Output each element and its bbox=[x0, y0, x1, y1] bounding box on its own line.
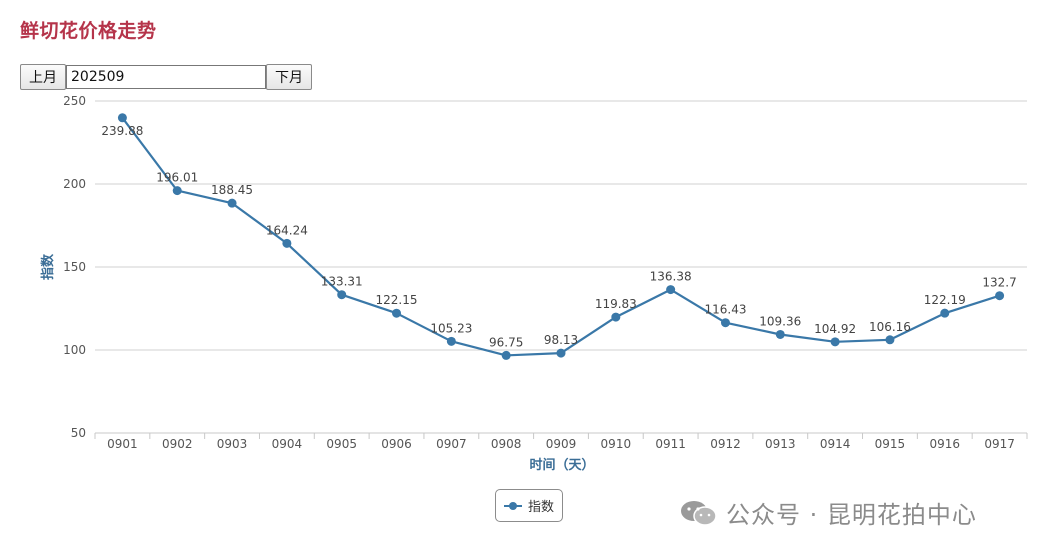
data-label: 109.36 bbox=[759, 314, 801, 328]
data-label: 122.19 bbox=[924, 293, 966, 307]
data-point bbox=[720, 318, 730, 328]
data-point bbox=[392, 308, 402, 318]
x-tick-label: 0913 bbox=[765, 437, 796, 451]
data-point bbox=[830, 337, 840, 347]
data-label: 136.38 bbox=[650, 270, 692, 284]
data-label: 105.23 bbox=[430, 321, 472, 335]
data-point bbox=[940, 308, 950, 318]
legend-series-label: 指数 bbox=[527, 500, 554, 515]
data-label: 132.7 bbox=[982, 276, 1016, 290]
data-label: 98.13 bbox=[544, 333, 578, 347]
watermark-text: 公众号 · 昆明花拍中心 bbox=[726, 501, 977, 529]
data-point bbox=[775, 329, 785, 339]
data-label: 164.24 bbox=[266, 223, 308, 237]
data-label: 188.45 bbox=[211, 183, 253, 197]
data-label: 104.92 bbox=[814, 322, 856, 336]
x-tick-label: 0914 bbox=[820, 437, 851, 451]
legend-series-marker bbox=[503, 501, 522, 511]
data-point bbox=[611, 312, 621, 322]
x-tick-label: 0909 bbox=[546, 437, 577, 451]
y-tick-label: 100 bbox=[63, 343, 86, 357]
data-label: 96.75 bbox=[489, 335, 523, 349]
watermark: 公众号 · 昆明花拍中心 bbox=[680, 495, 977, 530]
data-point bbox=[885, 335, 895, 345]
x-axis-title: 时间（天） bbox=[529, 457, 594, 473]
data-point bbox=[666, 285, 676, 295]
x-tick-label: 0904 bbox=[272, 437, 303, 451]
data-point bbox=[172, 186, 182, 196]
data-label: 133.31 bbox=[321, 275, 363, 289]
x-tick-label: 0908 bbox=[491, 437, 522, 451]
data-point bbox=[556, 348, 566, 358]
next-month-button[interactable]: 下月 bbox=[266, 64, 312, 90]
x-tick-label: 0903 bbox=[217, 437, 248, 451]
data-label: 196.01 bbox=[156, 171, 198, 185]
x-tick-label: 0907 bbox=[436, 437, 467, 451]
x-tick-label: 0906 bbox=[381, 437, 412, 451]
x-tick-label: 0917 bbox=[984, 437, 1015, 451]
y-tick-label: 50 bbox=[71, 426, 86, 440]
page-title: 鲜切花价格走势 bbox=[20, 20, 157, 42]
data-point bbox=[282, 238, 292, 248]
y-tick-label: 250 bbox=[63, 94, 86, 108]
x-tick-label: 0902 bbox=[162, 437, 193, 451]
data-label: 106.16 bbox=[869, 320, 911, 334]
y-tick-label: 200 bbox=[63, 177, 86, 191]
month-input[interactable] bbox=[66, 65, 266, 89]
y-tick-label: 150 bbox=[63, 260, 86, 274]
data-label: 116.43 bbox=[704, 303, 746, 317]
prev-month-button[interactable]: 上月 bbox=[20, 64, 66, 90]
chart-legend[interactable]: 指数 bbox=[495, 489, 563, 522]
x-tick-label: 0916 bbox=[929, 437, 960, 451]
data-label: 119.83 bbox=[595, 297, 637, 311]
wechat-icon bbox=[681, 500, 717, 526]
data-point bbox=[337, 290, 347, 300]
data-point bbox=[117, 113, 127, 123]
x-tick-label: 0910 bbox=[601, 437, 632, 451]
data-label: 239.88 bbox=[101, 124, 143, 138]
data-point bbox=[446, 336, 456, 346]
x-tick-label: 0905 bbox=[326, 437, 357, 451]
data-point bbox=[995, 291, 1005, 301]
x-tick-label: 0911 bbox=[655, 437, 686, 451]
data-point bbox=[501, 350, 511, 360]
x-tick-label: 0912 bbox=[710, 437, 741, 451]
y-axis-title: 指数 bbox=[40, 253, 56, 280]
month-navigator: 上月 下月 bbox=[20, 64, 312, 90]
x-tick-label: 0915 bbox=[875, 437, 906, 451]
x-tick-label: 0901 bbox=[107, 437, 138, 451]
data-point bbox=[227, 198, 237, 208]
data-label: 122.15 bbox=[376, 293, 418, 307]
